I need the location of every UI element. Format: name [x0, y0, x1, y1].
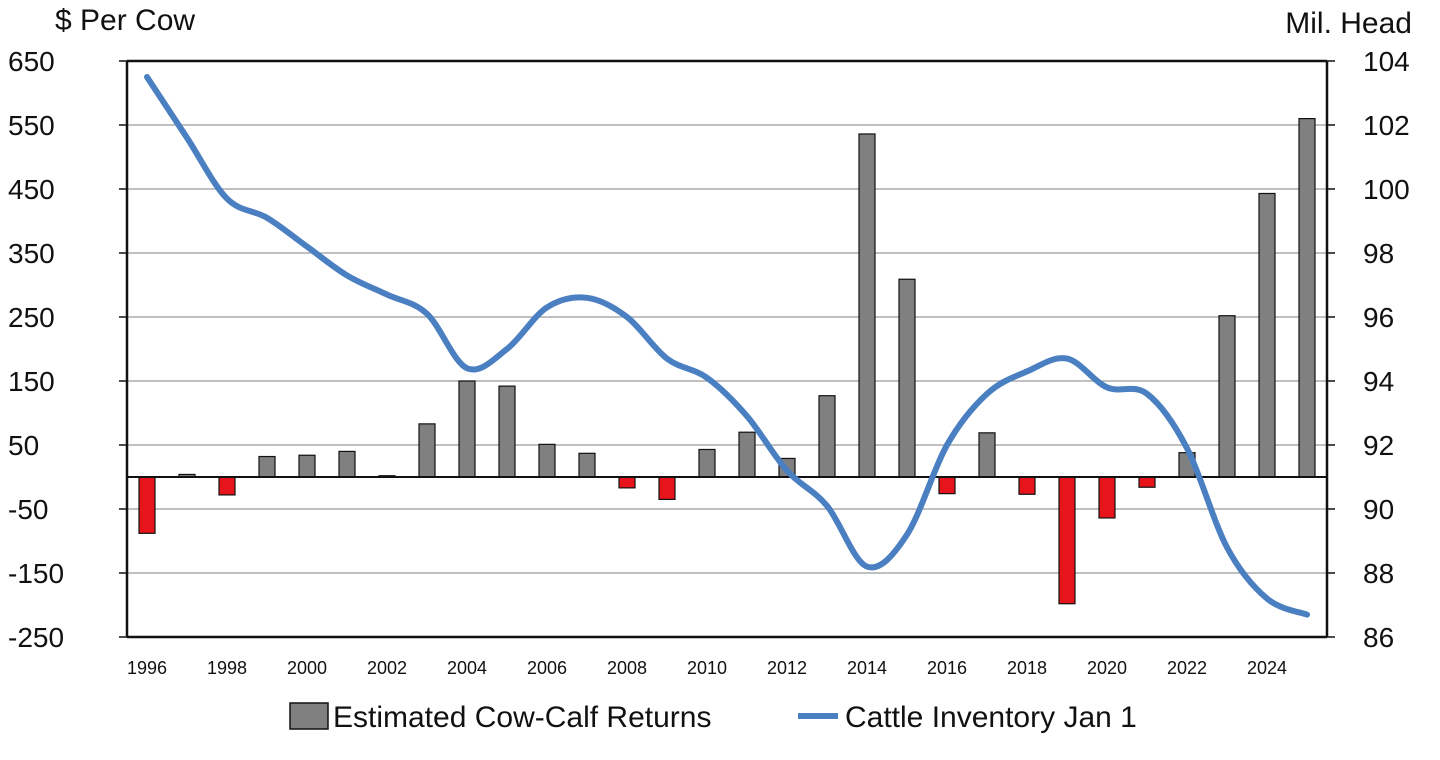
left-tick-label: 550	[8, 110, 55, 141]
x-tick-label: 2002	[367, 658, 407, 678]
left-tick-label: 450	[8, 174, 55, 205]
x-tick-label: 2014	[847, 658, 887, 678]
bar-2013	[818, 395, 836, 478]
legend-bar-label: Estimated Cow-Calf Returns	[333, 701, 711, 734]
bar-1999	[258, 455, 276, 478]
left-axis-title: $ Per Cow	[55, 4, 195, 37]
left-tick-label: 650	[8, 46, 55, 77]
bar-2020	[1098, 476, 1116, 519]
bar-2006	[538, 443, 556, 478]
bar-2014	[858, 133, 876, 478]
x-tick-label: 2010	[687, 658, 727, 678]
right-tick-label: 86	[1363, 622, 1394, 653]
x-tick-label: 2012	[767, 658, 807, 678]
bar-2000	[298, 454, 316, 478]
right-y-axis: 104 102 100 98 96 94 92 90 88 86	[1327, 46, 1410, 653]
legend-bar-swatch	[289, 702, 329, 730]
x-tick-label: 1996	[127, 658, 167, 678]
bar-2011	[738, 431, 756, 478]
x-tick-label: 2000	[287, 658, 327, 678]
bar-2015	[898, 278, 916, 478]
x-tick-label: 2020	[1087, 658, 1127, 678]
left-tick-label: -150	[8, 558, 64, 589]
gridlines	[127, 60, 1327, 638]
bar-2017	[978, 432, 996, 478]
bar-2019	[1058, 476, 1076, 605]
bar-2008	[618, 476, 636, 489]
right-axis-title: Mil. Head	[1285, 7, 1412, 40]
bar-2021	[1138, 476, 1156, 488]
left-y-axis: 650 550 450 350 250 150 50 -50 -150 -250	[8, 46, 127, 653]
bar-1996	[138, 476, 156, 534]
right-tick-label: 102	[1363, 110, 1410, 141]
x-tick-label: 2024	[1247, 658, 1287, 678]
right-tick-label: 96	[1363, 302, 1394, 333]
bar-2003	[418, 423, 436, 478]
x-tick-label: 2016	[927, 658, 967, 678]
bar-2007	[578, 452, 596, 478]
bar-2010	[698, 448, 716, 478]
line-series	[144, 74, 1310, 618]
bar-2005	[498, 385, 516, 478]
right-tick-label: 88	[1363, 558, 1394, 589]
x-tick-label: 2022	[1167, 658, 1207, 678]
x-tick-label: 2006	[527, 658, 567, 678]
left-tick-label: 350	[8, 238, 55, 269]
legend: Estimated Cow-Calf Returns Cattle Invent…	[289, 701, 1137, 734]
x-axis: 1996 1998 2000 2002 2004 2006 2008 2010 2012 2014…	[127, 658, 1287, 678]
bar-2016	[938, 476, 956, 495]
right-tick-label: 90	[1363, 494, 1394, 525]
left-tick-label: 250	[8, 302, 55, 333]
bar-2018	[1018, 476, 1036, 495]
cattle-inventory-line	[144, 74, 1310, 618]
left-tick-label: 150	[8, 366, 55, 397]
right-tick-label: 92	[1363, 430, 1394, 461]
plot-frame	[125, 59, 1329, 639]
bar-series	[138, 117, 1316, 605]
x-tick-label: 2018	[1007, 658, 1047, 678]
bar-2001	[338, 450, 356, 478]
bar-2023	[1218, 315, 1236, 478]
bar-1998	[218, 476, 236, 496]
bar-2025	[1298, 117, 1316, 478]
right-tick-label: 100	[1363, 174, 1410, 205]
x-tick-label: 2008	[607, 658, 647, 678]
bar-2024	[1258, 192, 1276, 478]
right-tick-label: 98	[1363, 238, 1394, 269]
right-tick-label: 94	[1363, 366, 1394, 397]
x-tick-label: 2004	[447, 658, 487, 678]
x-tick-label: 1998	[207, 658, 247, 678]
right-tick-label: 104	[1363, 46, 1410, 77]
bar-2009	[658, 476, 676, 500]
left-tick-label: -250	[8, 622, 64, 653]
legend-line-label: Cattle Inventory Jan 1	[845, 701, 1137, 734]
left-tick-label: 50	[8, 430, 39, 461]
left-tick-label: -50	[8, 494, 48, 525]
bar-2004	[458, 380, 476, 478]
